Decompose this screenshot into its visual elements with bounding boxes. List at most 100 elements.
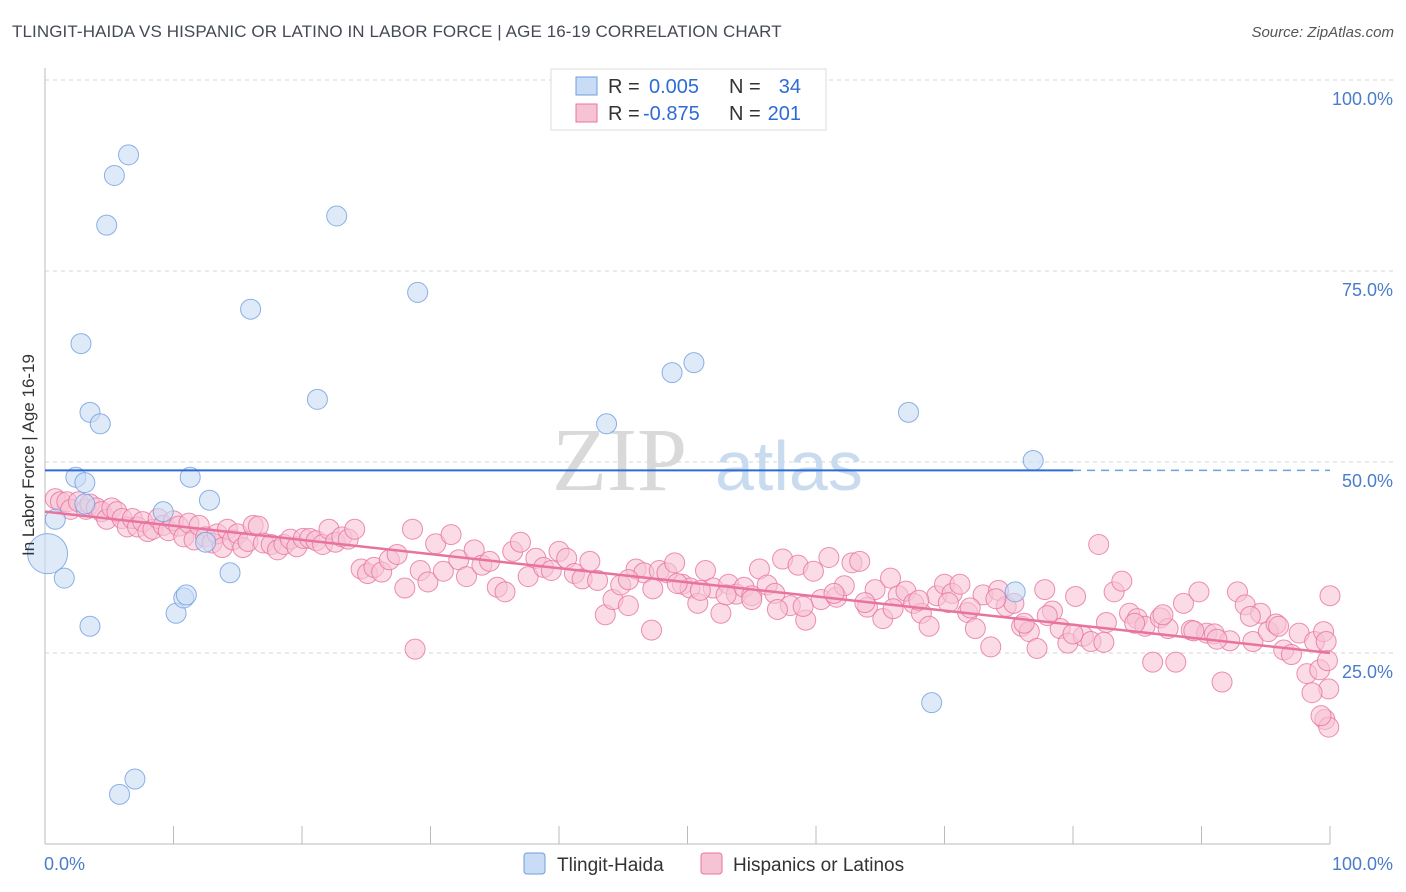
tlingit-point-20 <box>195 531 217 553</box>
source-label: Source: ZipAtlas.com <box>1251 24 1394 41</box>
gridlines <box>45 79 1393 654</box>
hispanic-point-65 <box>432 560 454 582</box>
hispanic-point-170 <box>1242 631 1264 653</box>
tlingit-point-0 <box>27 533 69 575</box>
tlingit-point-18 <box>175 584 197 606</box>
hispanic-point-95 <box>664 552 686 574</box>
hispanic-point-202 <box>908 589 930 611</box>
tlingit-point-21 <box>198 489 220 511</box>
hispanic-point-92 <box>641 619 663 641</box>
hispanic-point-192 <box>1183 620 1205 642</box>
hispanic-trend-line <box>44 510 1331 655</box>
tlingit-point-5 <box>74 472 96 494</box>
y-tick-label-1: 75.0% <box>1342 280 1393 300</box>
hispanic-point-181 <box>1315 631 1337 653</box>
hispanic-point-142 <box>1026 637 1048 659</box>
legend-swatch-tlingit <box>575 76 598 96</box>
legend-r-label-1: R = <box>608 76 640 98</box>
tick-labels: 100.0% 75.0% 50.0% 25.0% 0.0% 100.0% <box>44 89 1393 874</box>
hispanic-point-113 <box>802 560 824 582</box>
hispanic-point-188 <box>1301 682 1323 704</box>
x-tick-label-right: 100.0% <box>1332 854 1393 874</box>
hispanic-point-132 <box>949 573 971 595</box>
trend-lines <box>44 469 1331 655</box>
data-points <box>27 144 1341 805</box>
hispanic-point-85 <box>587 569 609 591</box>
hispanic-point-196 <box>1062 623 1084 645</box>
series-legend-swatch-tlingit <box>523 852 546 875</box>
hispanic-point-101 <box>710 602 732 624</box>
series-legend-swatch-hispanic <box>700 852 723 875</box>
legend-r-label-2: R = <box>608 103 640 125</box>
hispanic-point-207 <box>766 598 788 620</box>
hispanic-point-61 <box>402 518 424 540</box>
hispanic-point-73 <box>494 581 516 603</box>
hispanic-point-66 <box>440 524 462 546</box>
series-legend-label-hispanic: Hispanics or Latinos <box>733 855 904 876</box>
legend-r-value-2: -0.875 <box>643 103 700 125</box>
hispanic-point-184 <box>1319 585 1341 607</box>
hispanic-point-193 <box>1152 604 1174 626</box>
hispanic-point-187 <box>1310 705 1332 727</box>
y-tick-label-3: 25.0% <box>1342 662 1393 682</box>
hispanic-point-75 <box>509 531 531 553</box>
hispanic-point-194 <box>1124 612 1146 634</box>
hispanic-point-63 <box>417 571 439 593</box>
watermark-zip: ZIP <box>552 411 687 510</box>
hispanic-point-161 <box>1173 592 1195 614</box>
legend-n-value-1: 34 <box>779 76 801 98</box>
hispanic-point-136 <box>980 636 1002 658</box>
hispanic-point-214 <box>404 638 426 660</box>
tlingit-point-9 <box>89 413 111 435</box>
x-tick-label-left: 0.0% <box>44 854 85 874</box>
hispanic-point-89 <box>617 595 639 617</box>
hispanic-point-147 <box>1065 585 1087 607</box>
tlingit-point-23 <box>240 298 262 320</box>
legend-n-label-1: N = <box>729 76 761 98</box>
hispanic-point-195 <box>1093 631 1115 653</box>
hispanic-point-76 <box>517 566 539 588</box>
tlingit-point-2 <box>53 567 75 589</box>
hispanic-point-190 <box>1239 605 1261 627</box>
tlingit-point-6 <box>74 493 96 515</box>
hispanic-point-206 <box>792 595 814 617</box>
hispanic-point-198 <box>1013 612 1035 634</box>
tlingit-point-24 <box>306 388 328 410</box>
axes <box>44 68 1331 845</box>
tlingit-point-14 <box>124 768 146 790</box>
series-legend: Tlingit-Haida Hispanics or Latinos <box>523 852 904 876</box>
y-axis-title: In Labor Force | Age 16-19 <box>19 354 38 556</box>
hispanic-point-208 <box>741 589 763 611</box>
hispanic-point-201 <box>937 592 959 614</box>
hispanic-point-60 <box>394 577 416 599</box>
hispanic-point-119 <box>849 550 871 572</box>
hispanic-point-199 <box>985 588 1007 610</box>
tlingit-point-33 <box>1022 449 1044 471</box>
legend-swatch-hispanic <box>575 103 598 123</box>
tlingit-point-19 <box>179 466 201 488</box>
tlingit-point-25 <box>326 205 348 227</box>
hispanic-point-68 <box>455 566 477 588</box>
hispanic-point-79 <box>540 559 562 581</box>
watermark-atlas: atlas <box>715 427 863 505</box>
tlingit-point-30 <box>898 401 920 423</box>
hispanic-point-123 <box>880 567 902 589</box>
hispanic-point-189 <box>1268 615 1290 637</box>
hispanic-point-157 <box>1142 651 1164 673</box>
tlingit-point-8 <box>79 615 101 637</box>
hispanic-point-115 <box>818 547 840 568</box>
tlingit-point-31 <box>921 692 943 714</box>
tlingit-point-32 <box>1004 581 1026 603</box>
tlingit-point-26 <box>407 281 429 303</box>
legend-r-value-1: 0.005 <box>649 76 699 98</box>
hispanic-point-134 <box>964 618 986 640</box>
chart-title: TLINGIT-HAIDA VS HISPANIC OR LATINO IN L… <box>12 22 782 41</box>
hispanic-point-53 <box>344 518 366 540</box>
tlingit-point-10 <box>96 214 118 236</box>
hispanic-point-153 <box>1111 570 1133 592</box>
hispanic-point-128 <box>918 615 940 637</box>
hispanic-point-209 <box>715 584 737 606</box>
tlingit-point-28 <box>661 362 683 384</box>
legend-n-label-2: N = <box>729 103 761 125</box>
